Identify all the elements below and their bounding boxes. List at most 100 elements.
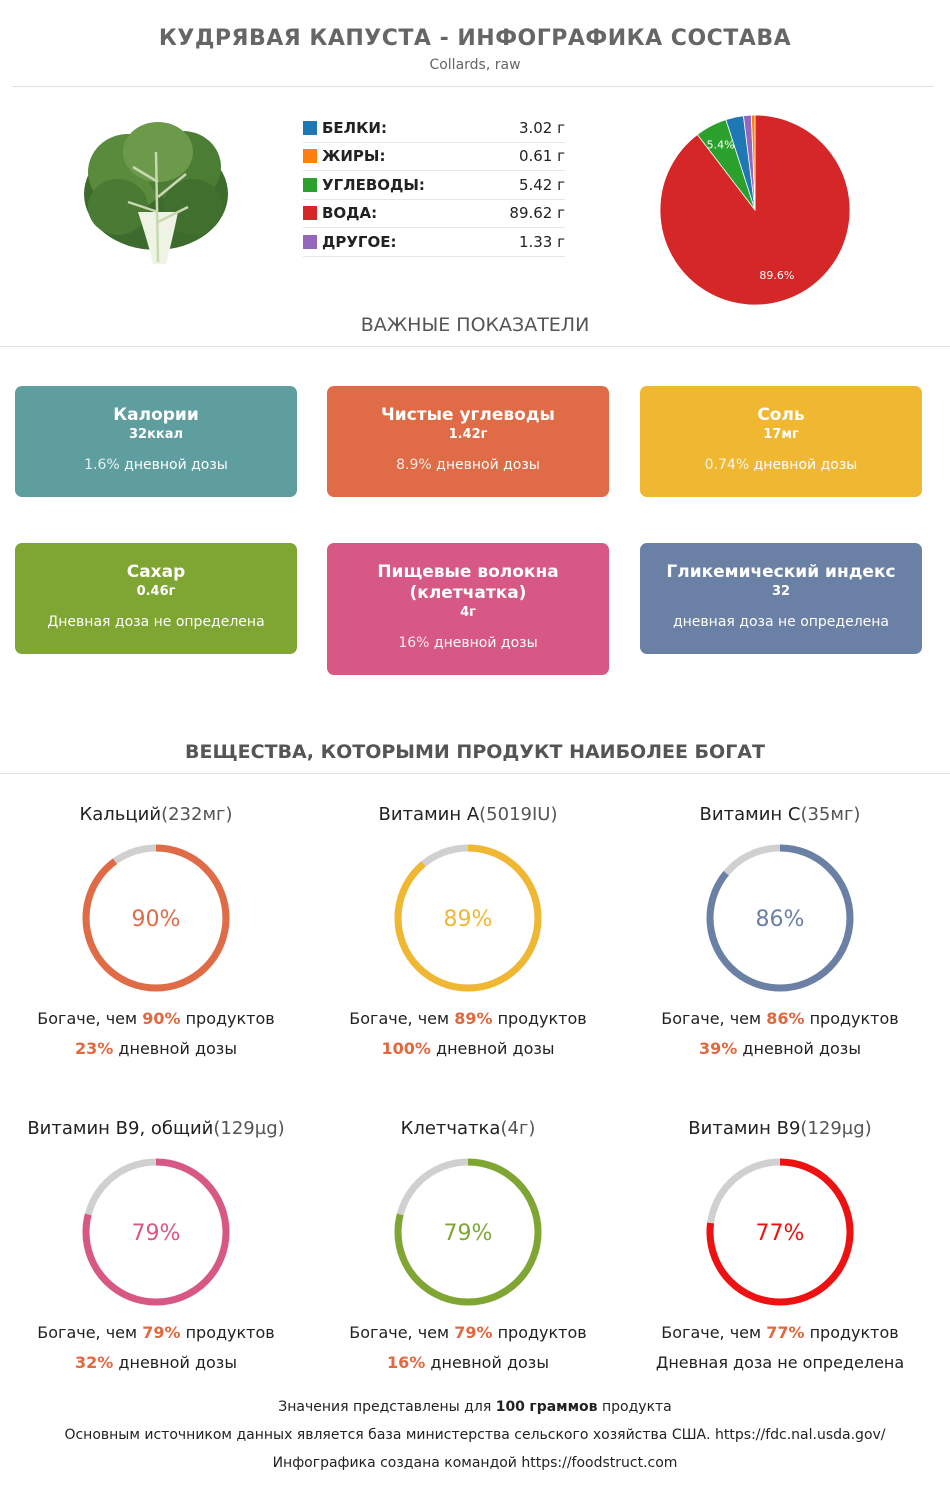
kpi-value: 1.42г bbox=[448, 427, 488, 442]
kpi-name: Гликемический индекс bbox=[666, 562, 896, 582]
footer-line-credit: Инфографика создана командой https://foo… bbox=[272, 1455, 678, 1471]
nutrient-title: Витамин А(5019IU) bbox=[318, 804, 618, 828]
richer-pre: Богаче, чем bbox=[37, 1323, 138, 1342]
nutrient-amount: (5019IU) bbox=[479, 804, 558, 825]
richer-post: продуктов bbox=[497, 1009, 587, 1028]
kpi-dose-pct: 8.9% bbox=[396, 457, 432, 473]
kpi-dose-pct: 0.74% bbox=[704, 457, 750, 473]
richer-pre: Богаче, чем bbox=[37, 1009, 138, 1028]
daily-dose-line: 100% дневной дозы bbox=[318, 1036, 618, 1062]
kpi-name: Калории bbox=[113, 405, 199, 425]
nutrient-card-vitamin-c: Витамин С(35мг) 86% Богаче, чем 86% прод… bbox=[630, 804, 930, 1062]
dose-text: дневной дозы bbox=[742, 1039, 861, 1058]
richer-post: продуктов bbox=[809, 1009, 899, 1028]
richer-pct: 79% bbox=[454, 1323, 493, 1342]
nutrient-amount: (129µg) bbox=[213, 1118, 285, 1139]
daily-dose-line: 23% дневной дозы bbox=[6, 1036, 306, 1062]
ring-progress-arc bbox=[706, 1158, 854, 1306]
richer-pre: Богаче, чем bbox=[349, 1323, 450, 1342]
kpi-name: Пищевые волокна (клетчатка) bbox=[377, 562, 559, 603]
richer-post: продуктов bbox=[809, 1323, 899, 1342]
ring-progress-arc bbox=[82, 844, 230, 992]
nutrient-title: Кальций(232мг) bbox=[6, 804, 306, 828]
water-swatch bbox=[303, 206, 317, 221]
divider bbox=[12, 86, 934, 87]
kpi-value: 17мг bbox=[763, 427, 799, 442]
richer-pct: 90% bbox=[142, 1009, 181, 1028]
pie-slice bbox=[750, 114, 756, 211]
kpi-card-sugar: Сахар 0.46г Дневная доза не определена bbox=[15, 543, 297, 654]
daily-dose-line: 39% дневной дозы bbox=[630, 1036, 930, 1062]
dose-text: дневной дозы bbox=[118, 1353, 237, 1372]
ring-percent-label: 90% bbox=[132, 907, 181, 932]
richer-post: продуктов bbox=[497, 1323, 587, 1342]
nutrient-amount: (232мг) bbox=[161, 804, 233, 825]
richer-than-line: Богаче, чем 90% продуктов bbox=[6, 1006, 306, 1032]
pie-slice-label: 89.6% bbox=[759, 269, 794, 282]
daily-dose-line: 16% дневной дозы bbox=[318, 1350, 618, 1376]
kpi-dose: Дневная доза не определена bbox=[47, 614, 265, 630]
footer-line-portion: Значения представлены для 100 граммов пр… bbox=[0, 1399, 950, 1415]
daily-dose-line: Дневная доза не определена bbox=[630, 1350, 930, 1376]
ring-progress-arc bbox=[394, 844, 542, 992]
ring-percent-label: 86% bbox=[756, 907, 805, 932]
dose-pct: 32% bbox=[75, 1353, 114, 1372]
richer-pct: 89% bbox=[454, 1009, 493, 1028]
daily-dose-line: 32% дневной дозы bbox=[6, 1350, 306, 1376]
richer-than-line: Богаче, чем 79% продуктов bbox=[6, 1320, 306, 1346]
richer-pre: Богаче, чем bbox=[661, 1009, 762, 1028]
percent-ring: 86% bbox=[706, 844, 854, 992]
nutrient-title: Витамин С(35мг) bbox=[630, 804, 930, 828]
richer-than-line: Богаче, чем 89% продуктов bbox=[318, 1006, 618, 1032]
macro-value: 0.61 г bbox=[518, 147, 565, 166]
ring-percent-label: 79% bbox=[132, 1221, 181, 1246]
kpi-dose-pct: 16% bbox=[398, 635, 430, 651]
richer-pct: 79% bbox=[142, 1323, 181, 1342]
kpi-dose: 8.9% дневной дозы bbox=[327, 457, 609, 473]
macro-value: 1.33 г bbox=[518, 232, 565, 251]
richer-post: продуктов bbox=[185, 1009, 275, 1028]
footer-amount: 100 bbox=[495, 1399, 525, 1415]
nutrient-card-vitamin-b9: Витамин В9(129µg) 77% Богаче, чем 77% пр… bbox=[630, 1118, 930, 1376]
kpi-card-net-carbs: Чистые углеводы 1.42г 8.9% дневной дозы bbox=[327, 386, 609, 497]
percent-ring: 89% bbox=[394, 844, 542, 992]
macro-label: УГЛЕВОДЫ: bbox=[322, 175, 425, 194]
important-section-title: ВАЖНЫЕ ПОКАЗАТЕЛИ bbox=[360, 314, 590, 336]
richer-than-line: Богаче, чем 86% продуктов bbox=[630, 1006, 930, 1032]
kpi-name: Соль bbox=[757, 405, 805, 425]
nutrient-title: Витамин В9, общий(129µg) bbox=[6, 1118, 306, 1142]
footer-text: Значения представлены для bbox=[278, 1399, 492, 1415]
footer-text: продукта bbox=[602, 1399, 672, 1415]
nutrient-name: Кальций bbox=[79, 804, 162, 825]
dose-pct: 16% bbox=[387, 1353, 426, 1372]
collard-greens-image bbox=[84, 122, 228, 264]
nutrient-card-vitamin-a: Витамин А(5019IU) 89% Богаче, чем 89% пр… bbox=[318, 804, 618, 1062]
richer-pct: 77% bbox=[766, 1323, 805, 1342]
nutrient-name: Витамин В9 bbox=[688, 1118, 801, 1139]
nutrient-title: Витамин В9(129µg) bbox=[630, 1118, 930, 1142]
kpi-card-glycemic-index: Гликемический индекс 32 дневная доза не … bbox=[640, 543, 922, 654]
composition-pie-chart: 89.6% 5.4% bbox=[659, 114, 851, 306]
nutrient-amount: (129µg) bbox=[800, 1118, 872, 1139]
dose-text: Дневная доза не определена bbox=[655, 1353, 905, 1372]
other-swatch bbox=[303, 234, 317, 249]
macro-row-carbs: УГЛЕВОДЫ: 5.42 г bbox=[303, 171, 565, 200]
ring-progress-arc bbox=[706, 844, 854, 992]
kpi-dose-text: дневной дозы bbox=[436, 457, 540, 473]
nutrient-title: Клетчатка(4г) bbox=[318, 1118, 618, 1142]
fat-swatch bbox=[303, 149, 317, 164]
dose-pct: 100% bbox=[381, 1039, 431, 1058]
kpi-card-salt: Соль 17мг 0.74% дневной дозы bbox=[640, 386, 922, 497]
macro-row-water: ВОДА: 89.62 г bbox=[303, 200, 565, 228]
dose-text: дневной дозы bbox=[436, 1039, 555, 1058]
dose-pct: 39% bbox=[699, 1039, 738, 1058]
ring-progress-arc bbox=[82, 1158, 230, 1306]
kpi-value: 0.46г bbox=[136, 584, 176, 599]
nutrient-name: Витамин В9, общий bbox=[27, 1118, 214, 1139]
kpi-name: Чистые углеводы bbox=[381, 405, 555, 425]
kpi-dose-text: дневной дозы bbox=[753, 457, 858, 473]
kpi-dose-text: дневной дозы bbox=[433, 635, 538, 651]
kpi-dose: дневная доза не определена bbox=[672, 614, 890, 630]
nutrient-name: Витамин А bbox=[378, 804, 480, 825]
kpi-value: 32 bbox=[771, 584, 791, 599]
